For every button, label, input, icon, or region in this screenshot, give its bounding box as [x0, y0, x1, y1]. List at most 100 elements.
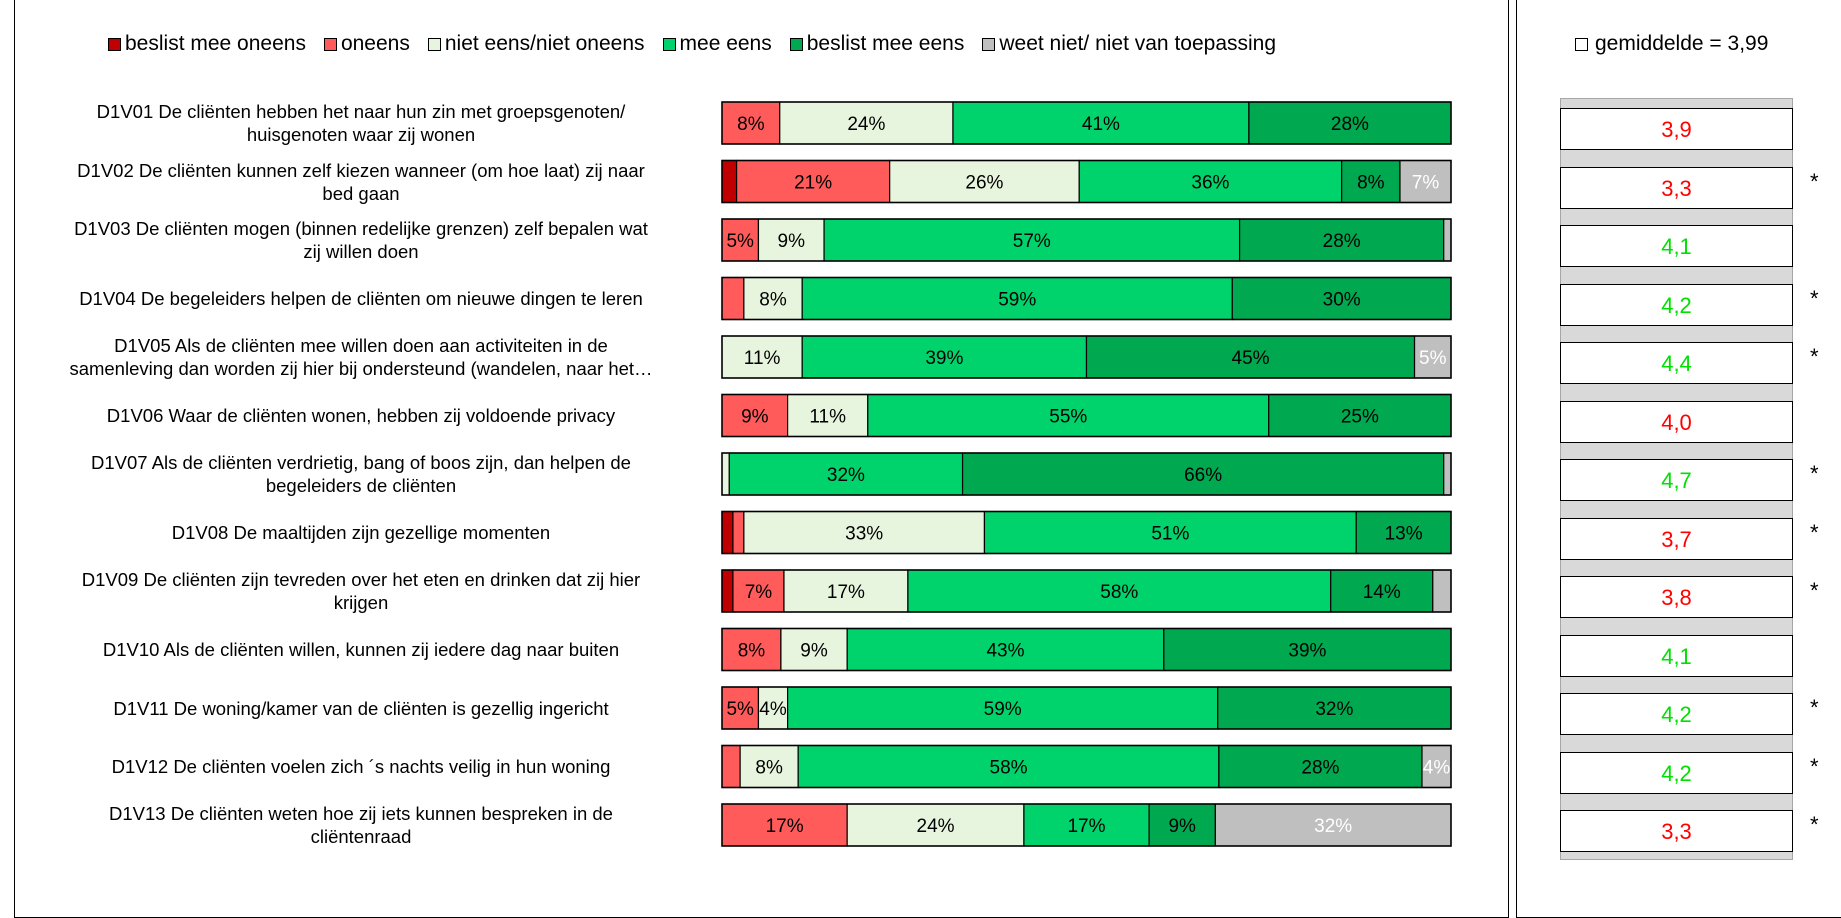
bar-data-label: 43% [986, 641, 1024, 662]
significance-star: * [1810, 285, 1819, 311]
bar-segment [783, 569, 909, 613]
row-label-line: zij willen doen [303, 241, 419, 262]
bar-segment [907, 569, 1332, 613]
bar-segment [721, 159, 738, 204]
row-label-line: D1V11 De woning/kamer van de cliënten is… [113, 697, 609, 719]
row-label: D1V08 De maaltijden zijn gezellige momen… [16, 521, 706, 544]
mean-value: 4,7 [1560, 459, 1793, 501]
bar-data-label: 9% [800, 641, 828, 662]
row-label: D1V13 De cliënten weten hoe zij iets kun… [16, 802, 706, 848]
bar-segment [961, 452, 1445, 496]
bar-segment [983, 510, 1357, 555]
bar-data-label: 9% [741, 407, 769, 428]
mean-value: 4,2 [1560, 751, 1793, 794]
row-label-line: D1V02 De cliënten kunnen zelf kiezen wan… [77, 159, 645, 181]
bar-segment [1078, 159, 1343, 204]
bar-outline [721, 569, 1452, 613]
bar-data-label: 59% [998, 290, 1036, 311]
row-label: D1V10 Als de cliënten willen, kunnen zij… [16, 638, 706, 661]
legend-item: mee eens [662, 32, 772, 56]
bar-segment [721, 569, 734, 613]
mean-value: 3,9 [1560, 108, 1793, 150]
chart-legend: beslist mee oneens oneens niet eens/niet o… [108, 32, 1498, 56]
bar-segment [1218, 744, 1423, 789]
row-label-line: D1V05 Als de cliënten mee willen doen aa… [114, 335, 608, 356]
significance-star: * [1810, 168, 1819, 194]
legend-swatch [789, 37, 803, 51]
bar-data-label: 57% [1013, 231, 1051, 252]
bar-data-label: 41% [1082, 114, 1120, 135]
mean-value: 4,1 [1560, 225, 1793, 267]
row-label: D1V07 Als de cliënten verdrietig, bang o… [16, 451, 706, 497]
bar-segment [721, 276, 745, 321]
legend-swatch [108, 37, 121, 51]
bar-data-label: 11% [744, 348, 781, 369]
bar-segment [732, 510, 745, 555]
bar-outline [721, 335, 1452, 379]
row-label-line: huisgenoten waar zij wonen [246, 124, 476, 145]
bar-data-label: 7% [1412, 173, 1440, 194]
bar-data-label: 58% [1100, 582, 1138, 603]
significance-star: * [1810, 578, 1819, 603]
bar-data-label: 32% [1314, 816, 1352, 837]
bar-segment [721, 510, 734, 555]
bar-data-label: 58% [990, 758, 1028, 779]
bar-data-label: 5% [1419, 348, 1447, 369]
bar-segment [1238, 218, 1445, 262]
mean-legend: gemiddelde = 3,99 [1575, 32, 1768, 56]
mean-value: 3,7 [1560, 517, 1793, 560]
row-label: D1V05 Als de cliënten mee willen doen aa… [16, 334, 706, 380]
bar-segment [721, 627, 782, 672]
significance-star: * [1810, 812, 1819, 837]
bar-outline [721, 686, 1452, 730]
mean-legend-label: gemiddelde = 3,99 [1595, 32, 1769, 55]
bar-data-label: 4% [759, 699, 787, 720]
legend-item: beslist mee eens [789, 32, 964, 56]
row-label: D1V04 De begeleiders helpen de cliënten … [16, 287, 706, 310]
bar-segment [1217, 686, 1452, 730]
bar-data-label: 28% [1301, 758, 1339, 779]
row-label-line: samenleving dan worden zij hier bij onde… [69, 358, 653, 379]
bar-data-label: 17% [827, 582, 865, 603]
bar-outline [721, 452, 1452, 496]
legend-label: oneens [340, 32, 410, 55]
row-label-line: D1V04 De begeleiders helpen de cliënten … [79, 288, 643, 309]
bar-data-label: 17% [1067, 816, 1105, 837]
mean-value: 3,8 [1560, 576, 1793, 618]
bar-segment [721, 452, 730, 496]
bar-data-label: 8% [755, 758, 783, 779]
bar-segment [801, 276, 1233, 321]
bar-segment [1341, 159, 1401, 204]
legend-item: weet niet/ niet van toepassing [982, 32, 1276, 56]
bar-data-label: 9% [1168, 816, 1196, 837]
bar-outline [721, 393, 1452, 438]
row-label-line: D1V03 De cliënten mogen (binnen redelijk… [74, 218, 648, 239]
bar-data-label: 8% [737, 114, 765, 135]
bar-segment [1085, 335, 1416, 379]
row-label: D1V06 Waar de cliënten wonen, hebben zij… [16, 404, 706, 427]
legend-item: beslist mee oneens [108, 32, 306, 56]
bar-data-label: 33% [845, 524, 883, 545]
significance-star: * [1810, 519, 1819, 545]
bar-data-label: 36% [1191, 173, 1229, 194]
bar-segment [1432, 569, 1452, 613]
bar-segment [846, 803, 1025, 847]
row-label: D1V09 De cliënten zijn tevreden over het… [16, 568, 706, 614]
legend-label: niet eens/niet oneens [444, 32, 645, 55]
mean-value: 3,3 [1560, 166, 1793, 209]
row-label-line: D1V12 De cliënten voelen zich ´s nachts … [111, 756, 611, 777]
row-label-line: D1V13 De cliënten weten hoe zij iets kun… [109, 803, 613, 824]
bar-data-label: 11% [809, 407, 846, 428]
bar-data-label: 8% [1357, 173, 1385, 194]
mean-value: 4,1 [1560, 634, 1793, 677]
row-label: D1V03 De cliënten mogen (binnen redelijk… [16, 217, 706, 263]
bar-segment [867, 393, 1270, 438]
bar-segment [779, 101, 954, 145]
legend-label: beslist mee oneens [125, 32, 306, 55]
bar-data-label: 7% [745, 582, 773, 603]
legend-item: niet eens/niet oneens [427, 32, 645, 56]
bar-segment [735, 159, 891, 204]
bar-segment [1231, 276, 1452, 321]
legend-swatch [662, 37, 676, 51]
